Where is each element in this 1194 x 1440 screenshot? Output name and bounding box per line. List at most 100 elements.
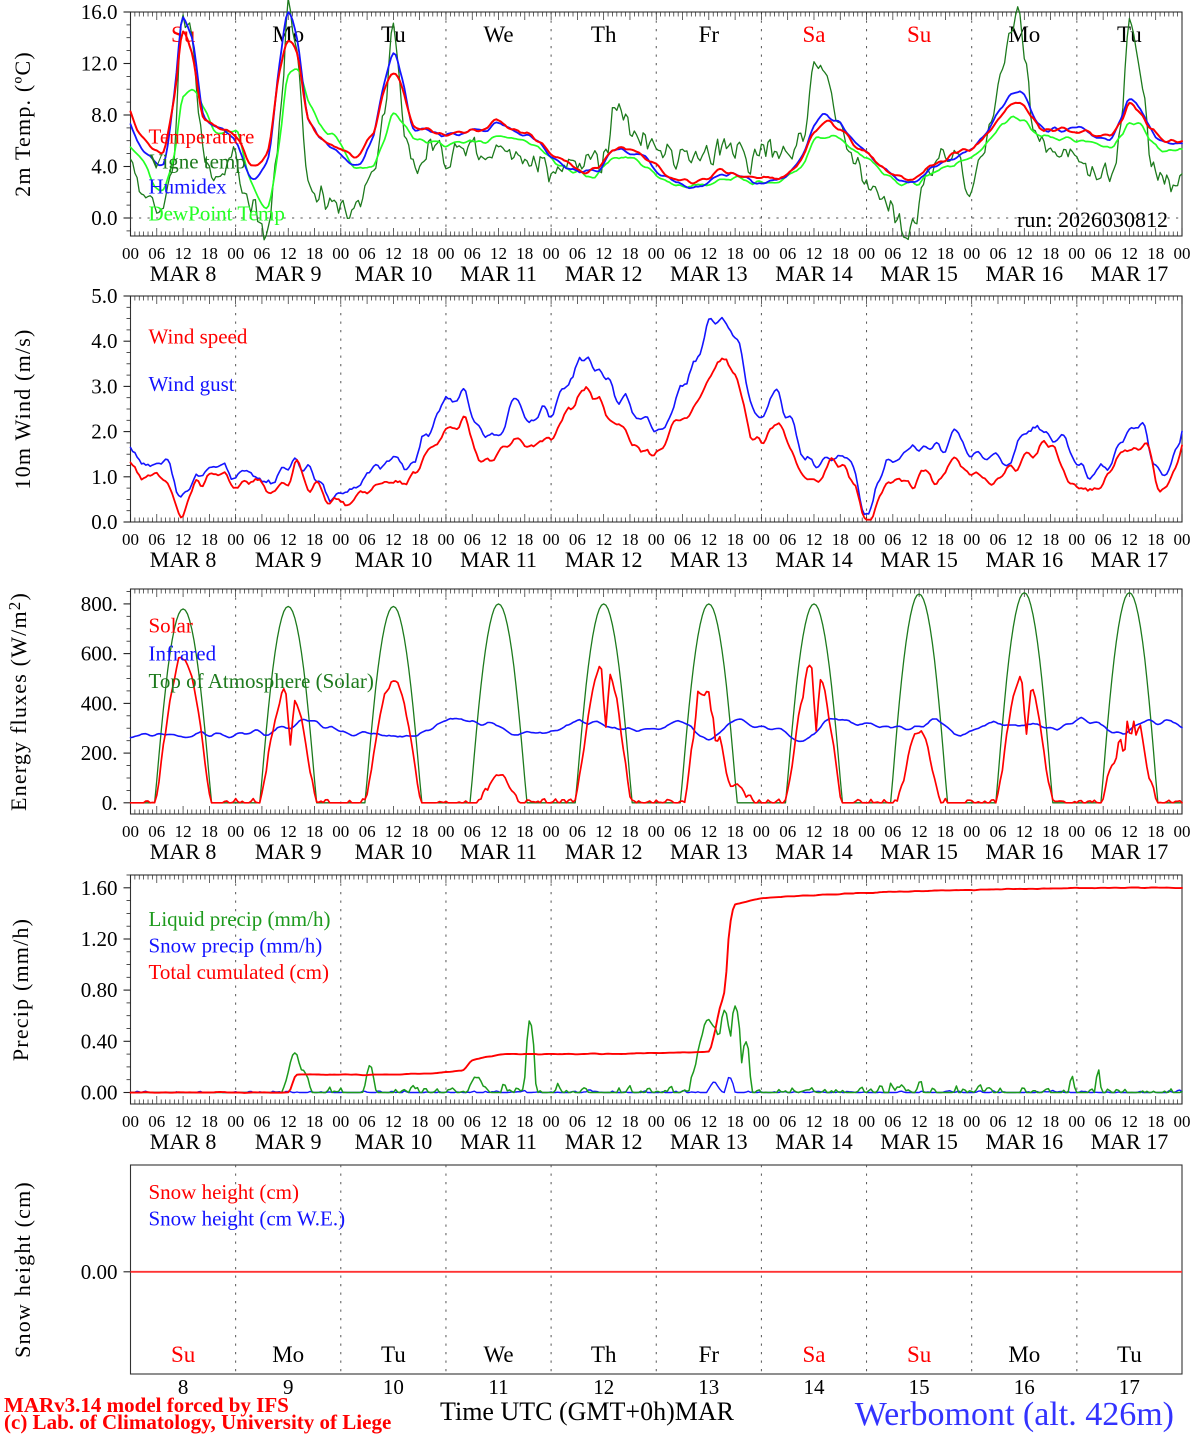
svg-text:Mo: Mo	[272, 1342, 304, 1367]
svg-text:00: 00	[543, 244, 560, 263]
svg-text:00: 00	[963, 244, 980, 263]
svg-text:Tu: Tu	[1117, 22, 1142, 47]
svg-text:00: 00	[1068, 244, 1085, 263]
svg-text:00: 00	[122, 822, 139, 841]
svg-text:00: 00	[543, 530, 560, 549]
svg-text:0.80: 0.80	[81, 978, 118, 1002]
svg-text:00: 00	[648, 822, 665, 841]
svg-text:MAR 13: MAR 13	[670, 547, 748, 572]
svg-text:600.: 600.	[81, 642, 118, 666]
svg-text:Mo: Mo	[272, 22, 304, 47]
svg-text:MAR 8: MAR 8	[150, 839, 217, 864]
svg-text:00: 00	[227, 1112, 244, 1131]
svg-text:800.: 800.	[81, 592, 118, 616]
svg-text:We: We	[483, 1342, 513, 1367]
svg-text:Energy fluxes (W/m2): Energy fluxes (W/m2)	[5, 592, 31, 811]
svg-text:We: We	[483, 22, 513, 47]
svg-text:MAR 11: MAR 11	[460, 261, 537, 286]
svg-text:00: 00	[1174, 1112, 1191, 1131]
svg-text:1.0: 1.0	[91, 465, 117, 489]
svg-text:Liquid precip (mm/h): Liquid precip (mm/h)	[149, 907, 331, 931]
svg-text:0.00: 0.00	[81, 1260, 118, 1284]
svg-text:Temperature: Temperature	[149, 124, 255, 148]
svg-text:MAR 16: MAR 16	[985, 839, 1063, 864]
svg-text:400.: 400.	[81, 691, 118, 715]
svg-text:MAR 12: MAR 12	[565, 1129, 643, 1154]
svg-text:Humidex: Humidex	[149, 175, 228, 199]
svg-text:00: 00	[122, 1112, 139, 1131]
svg-text:200.: 200.	[81, 741, 118, 765]
svg-text:12: 12	[593, 1375, 614, 1399]
svg-text:00: 00	[438, 822, 455, 841]
svg-text:00: 00	[1174, 822, 1191, 841]
svg-text:MAR 10: MAR 10	[355, 1129, 433, 1154]
svg-text:Mo: Mo	[1008, 1342, 1040, 1367]
svg-text:Mo: Mo	[1008, 22, 1040, 47]
svg-text:MAR 10: MAR 10	[355, 261, 433, 286]
svg-text:MAR 15: MAR 15	[880, 261, 958, 286]
svg-text:MAR 17: MAR 17	[1091, 839, 1169, 864]
svg-text:MAR 14: MAR 14	[775, 1129, 853, 1154]
svg-text:MAR 8: MAR 8	[150, 547, 217, 572]
svg-text:MAR 12: MAR 12	[565, 839, 643, 864]
svg-text:Su: Su	[171, 1342, 196, 1367]
svg-text:MAR 14: MAR 14	[775, 547, 853, 572]
svg-text:MAR 12: MAR 12	[565, 547, 643, 572]
svg-text:14: 14	[804, 1375, 826, 1399]
svg-text:Vigne temp: Vigne temp	[149, 149, 246, 173]
svg-text:00: 00	[753, 1112, 770, 1131]
svg-text:Snow height (cm W.E.): Snow height (cm W.E.)	[149, 1206, 346, 1230]
svg-text:Infrared: Infrared	[149, 641, 217, 665]
svg-text:1.60: 1.60	[81, 876, 118, 900]
svg-text:00: 00	[332, 822, 349, 841]
svg-text:00: 00	[648, 244, 665, 263]
svg-text:0.: 0.	[102, 791, 118, 815]
svg-text:00: 00	[1068, 1112, 1085, 1131]
svg-text:Th: Th	[591, 1342, 617, 1367]
svg-text:Su: Su	[907, 22, 932, 47]
svg-text:Precip (mm/h): Precip (mm/h)	[8, 918, 33, 1061]
svg-text:5.0: 5.0	[91, 284, 117, 308]
svg-text:00: 00	[753, 244, 770, 263]
svg-text:00: 00	[963, 1112, 980, 1131]
svg-text:MAR 8: MAR 8	[150, 261, 217, 286]
svg-text:00: 00	[1068, 530, 1085, 549]
svg-text:00: 00	[332, 530, 349, 549]
svg-text:8.0: 8.0	[91, 103, 117, 127]
svg-text:Werbomont (alt. 426m): Werbomont (alt. 426m)	[855, 1396, 1174, 1433]
svg-text:00: 00	[332, 1112, 349, 1131]
svg-text:Snow height (cm): Snow height (cm)	[10, 1181, 35, 1358]
svg-text:MAR 14: MAR 14	[775, 261, 853, 286]
svg-text:00: 00	[858, 1112, 875, 1131]
svg-text:MAR 8: MAR 8	[150, 1129, 217, 1154]
svg-text:MAR 9: MAR 9	[255, 261, 322, 286]
svg-text:MAR 15: MAR 15	[880, 839, 958, 864]
svg-text:run: 2026030812: run: 2026030812	[1017, 207, 1168, 232]
svg-text:00: 00	[1174, 244, 1191, 263]
svg-text:MAR 13: MAR 13	[670, 261, 748, 286]
svg-text:0.0: 0.0	[91, 510, 117, 534]
svg-text:Wind speed: Wind speed	[149, 325, 248, 349]
svg-text:MAR 10: MAR 10	[355, 547, 433, 572]
svg-text:00: 00	[438, 1112, 455, 1131]
svg-text:00: 00	[543, 822, 560, 841]
svg-text:Th: Th	[591, 22, 617, 47]
svg-text:00: 00	[438, 530, 455, 549]
svg-text:00: 00	[227, 822, 244, 841]
svg-text:MAR 13: MAR 13	[670, 1129, 748, 1154]
svg-text:16.0: 16.0	[81, 0, 118, 24]
svg-text:DewPoint Temp: DewPoint Temp	[149, 202, 285, 226]
svg-text:MAR 17: MAR 17	[1091, 1129, 1169, 1154]
svg-text:00: 00	[332, 244, 349, 263]
svg-text:00: 00	[1068, 822, 1085, 841]
svg-text:Fr: Fr	[699, 1342, 720, 1367]
svg-text:4.0: 4.0	[91, 155, 117, 179]
svg-text:MAR 17: MAR 17	[1091, 547, 1169, 572]
svg-text:MAR 15: MAR 15	[880, 1129, 958, 1154]
svg-text:MAR 10: MAR 10	[355, 839, 433, 864]
svg-text:Time UTC (GMT+0h)MAR: Time UTC (GMT+0h)MAR	[440, 1397, 735, 1426]
svg-text:00: 00	[858, 530, 875, 549]
svg-text:(c) Lab. of Climatology, Unive: (c) Lab. of Climatology, University of L…	[4, 1410, 391, 1434]
svg-text:12.0: 12.0	[81, 52, 118, 76]
svg-text:0.40: 0.40	[81, 1029, 118, 1053]
